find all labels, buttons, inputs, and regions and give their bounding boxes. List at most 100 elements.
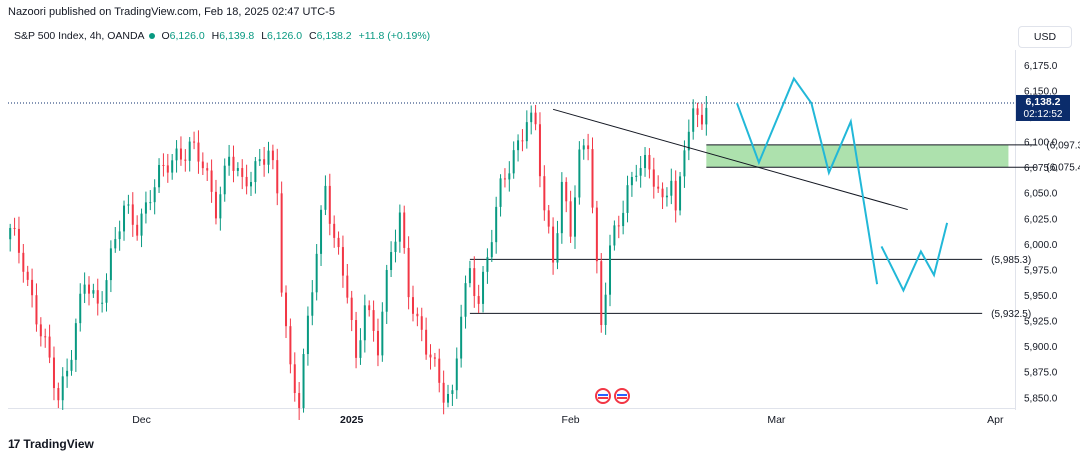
price-tick-label: 6,075.0 (1024, 163, 1058, 174)
candle-body (109, 248, 112, 281)
candle-body (556, 233, 559, 263)
candle-body (560, 181, 563, 234)
support-level-label: (5,985.3) (991, 255, 1031, 266)
candle-body (201, 161, 204, 169)
price-tick-label: 5,900.0 (1024, 342, 1058, 353)
candle-body (44, 336, 47, 338)
candle-body (35, 295, 38, 325)
candle-body (293, 364, 296, 394)
candle-body (206, 168, 209, 171)
candle-body (22, 252, 25, 272)
price-badge-box (1016, 94, 1070, 121)
candle-body (105, 280, 108, 303)
candle-body (626, 185, 629, 213)
candle-body (249, 182, 252, 187)
candle-body (140, 213, 143, 236)
candle-body (136, 224, 139, 236)
candle-body (652, 169, 655, 187)
candle-body (482, 271, 485, 304)
supply-zone[interactable] (706, 144, 1009, 168)
candle-body (635, 175, 638, 178)
candle-body (175, 148, 178, 161)
candle-body (114, 239, 117, 249)
candle-body (442, 382, 445, 403)
candle-body (700, 114, 703, 125)
candle-body (525, 122, 528, 142)
candle-body (591, 149, 594, 208)
candle-body (179, 148, 182, 160)
candle-body (455, 358, 458, 391)
time-tick-label: Dec (132, 414, 151, 426)
trendline[interactable] (552, 108, 908, 211)
candle-body (267, 150, 270, 165)
candle-body (692, 108, 695, 132)
candle-body (363, 305, 366, 341)
zone-group: (6,097.3) (6,075.4) (706, 140, 1080, 174)
candle-body (162, 164, 165, 166)
candle-body (31, 279, 34, 296)
candle-body (609, 245, 612, 295)
candle-body (101, 302, 104, 304)
candle-body (276, 160, 279, 194)
candle-body (324, 185, 327, 210)
candle-body (315, 253, 318, 293)
zone-top-label: (6,097.3) (1046, 140, 1080, 151)
projection-path-1[interactable] (736, 76, 879, 285)
candle-body (630, 177, 633, 186)
price-tick-label: 5,875.0 (1024, 368, 1058, 379)
candle-body (674, 180, 677, 211)
candle-body (258, 159, 261, 162)
event-markers[interactable] (595, 388, 630, 404)
candle-body (495, 206, 498, 243)
time-axis-separator (8, 408, 1015, 409)
price-tick-label: 6,000.0 (1024, 240, 1058, 251)
candle-body (39, 324, 42, 337)
candle-body (644, 154, 647, 169)
candle-body (407, 247, 410, 298)
candle-body (521, 140, 524, 142)
change-value: +11.8 (+0.19%) (358, 30, 431, 42)
candle-body (468, 268, 471, 284)
time-axis[interactable]: Dec 2025 Feb Mar Apr (132, 414, 1004, 426)
symbol-name: S&P 500 Index, 4h, OANDA (14, 30, 145, 42)
candle-body (538, 124, 541, 177)
candle-body (464, 283, 467, 317)
us-flag-icon-stripe (598, 397, 608, 399)
candle-body (503, 178, 506, 180)
candle-body (254, 161, 257, 183)
candle-body (70, 359, 73, 371)
price-axis-separator (1015, 50, 1016, 410)
candle-body (696, 108, 699, 115)
candle-body (263, 159, 266, 165)
candle-body (61, 376, 64, 401)
candle-body (420, 316, 423, 330)
tradingview-brand[interactable]: 17 TradingView (8, 437, 94, 451)
candle-body (337, 237, 340, 248)
candle-body (394, 241, 397, 253)
currency-button[interactable]: USD (1018, 26, 1072, 48)
candle-body (87, 284, 90, 294)
price-axis[interactable]: 6,175.06,150.06,125.06,100.06,075.06,050… (1024, 61, 1058, 404)
candle-body (573, 197, 576, 237)
time-tick-label: 2025 (340, 414, 364, 426)
candle-body (547, 210, 550, 227)
time-tick-label: Feb (562, 414, 580, 426)
candle-body (79, 293, 82, 324)
price-tick-label: 6,050.0 (1024, 189, 1058, 200)
projection-path-2[interactable] (880, 222, 949, 293)
candle-body (587, 145, 590, 150)
candle-body (144, 202, 147, 214)
candle-body (219, 194, 222, 219)
candle-body (438, 358, 441, 383)
open-value: 6,126.0 (169, 30, 205, 42)
candle-body (228, 156, 231, 166)
candle-body (188, 141, 191, 161)
candle-body (320, 209, 323, 254)
candle-body (48, 336, 51, 358)
candle-body (232, 156, 235, 171)
price-badge: 6,138.2 02:12:52 (1016, 94, 1070, 121)
candle-body (517, 140, 520, 151)
price-badge-countdown: 02:12:52 (1024, 109, 1063, 120)
candle-body (328, 185, 331, 224)
